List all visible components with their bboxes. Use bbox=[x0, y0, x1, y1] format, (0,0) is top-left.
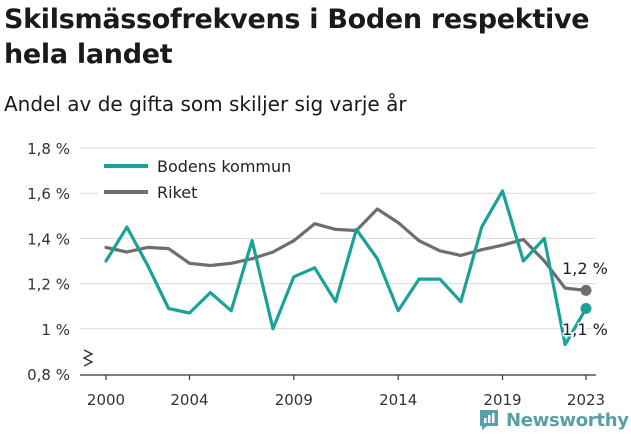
x-tick-label: 2014 bbox=[379, 391, 417, 409]
y-tick-label: 1,4 % bbox=[27, 230, 70, 248]
y-axis-ticks: 0,8 % 1 % 1,2 % 1,4 % 1,6 % 1,8 % bbox=[27, 140, 94, 384]
end-label-boden: 1,1 % bbox=[562, 320, 608, 339]
legend: Bodens kommun Riket bbox=[98, 150, 320, 208]
series-line-boden bbox=[104, 189, 588, 347]
brand-name: Newsworthy bbox=[506, 409, 629, 431]
newsworthy-icon bbox=[480, 410, 498, 430]
x-tick-label: 2009 bbox=[275, 391, 313, 409]
end-point-riket bbox=[580, 284, 592, 296]
x-tick-label: 2000 bbox=[87, 391, 125, 409]
y-tick-label: 1,8 % bbox=[27, 140, 70, 158]
end-label-riket: 1,2 % bbox=[562, 259, 608, 278]
legend-label-riket: Riket bbox=[157, 183, 197, 202]
y-tick-label: 1 % bbox=[41, 321, 70, 339]
axis-break-mark bbox=[82, 349, 94, 367]
grid-lines bbox=[80, 147, 596, 330]
series-lines bbox=[104, 189, 592, 347]
chart-subtitle: Andel av de gifta som skiljer sig varje … bbox=[4, 92, 407, 116]
legend-label-boden: Bodens kommun bbox=[157, 157, 291, 176]
y-tick-label: 1,6 % bbox=[27, 185, 70, 203]
newsworthy-logo: Newsworthy bbox=[478, 408, 629, 432]
y-tick-label: 0,8 % bbox=[27, 366, 70, 384]
y-tick-label: 1,2 % bbox=[27, 276, 70, 294]
end-point-boden bbox=[580, 302, 592, 314]
series-line-riket bbox=[104, 207, 588, 292]
chart-title: Skilsmässofrekvens i Boden respektive he… bbox=[4, 4, 590, 70]
x-tick-label: 2023 bbox=[567, 391, 605, 409]
x-axis: 2000 2004 2009 2014 2019 2023 bbox=[80, 374, 605, 409]
x-tick-label: 2004 bbox=[170, 391, 208, 409]
x-tick-label: 2019 bbox=[483, 391, 521, 409]
end-labels: 1,2 % 1,1 % bbox=[561, 258, 610, 341]
legend-background bbox=[98, 150, 320, 208]
